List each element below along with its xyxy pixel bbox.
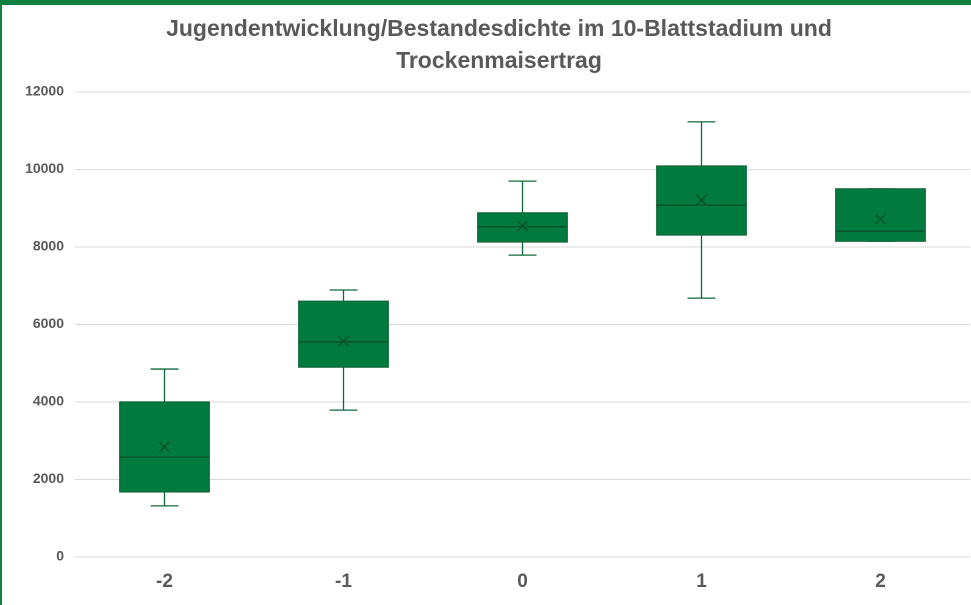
x-tick-label: -1: [335, 571, 352, 592]
box: [835, 188, 926, 242]
x-tick-label: -2: [156, 571, 173, 592]
mean-marker: [517, 220, 528, 232]
top-border: [0, 0, 971, 5]
x-tick-label: 1: [696, 571, 707, 592]
y-tick-label: 4000: [33, 393, 64, 409]
x-tick-label: 2: [875, 571, 886, 592]
chart-title: Trockenmaisertrag: [396, 47, 602, 73]
y-tick-label: 0: [56, 548, 64, 564]
x-tick-label: 0: [517, 571, 528, 592]
chart-title: Jugendentwicklung/Bestandesdichte im 10-…: [166, 15, 832, 41]
left-border: [0, 0, 2, 605]
y-tick-label: 8000: [33, 238, 64, 254]
mean-marker: [875, 213, 886, 225]
box: [298, 300, 389, 368]
y-tick-label: 6000: [33, 315, 64, 331]
y-tick-label: 12000: [25, 83, 64, 99]
y-tick-label: 10000: [25, 160, 64, 176]
y-tick-label: 2000: [33, 470, 64, 486]
mean-marker: [159, 441, 170, 453]
mean-marker: [338, 335, 349, 347]
mean-marker: [696, 194, 707, 206]
